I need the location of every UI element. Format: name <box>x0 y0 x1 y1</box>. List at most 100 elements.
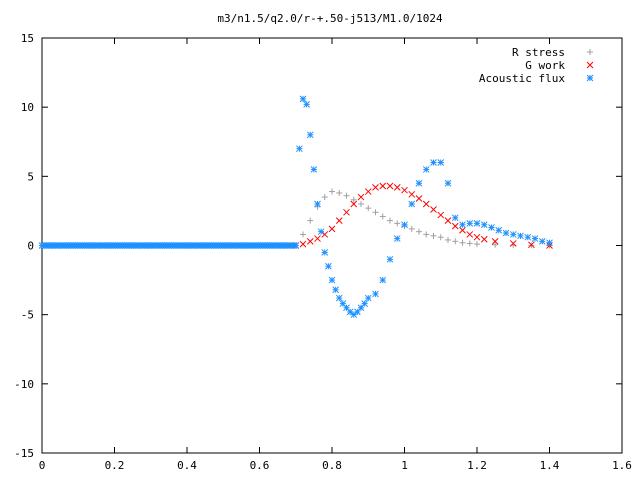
data-point <box>372 290 379 298</box>
data-point <box>365 205 372 212</box>
data-point <box>491 237 499 245</box>
data-point <box>307 217 314 224</box>
y-tick-label: 5 <box>27 170 34 183</box>
data-point <box>422 166 430 173</box>
data-point <box>321 231 329 238</box>
axis-ticks: 0 0.2 0.4 0.6 0.8 1 1.2 1.4 1.6 15 10 5 0 -5 -10 -15 <box>14 32 632 472</box>
data-point <box>422 200 430 208</box>
data-point <box>343 208 350 216</box>
data-point <box>290 242 298 249</box>
data-point <box>336 189 343 196</box>
data-point <box>303 101 310 108</box>
x-tick-label: 0 <box>39 459 46 472</box>
legend-marker <box>586 74 594 82</box>
data-point <box>480 235 488 243</box>
data-point <box>364 188 372 195</box>
chart-title: m3/n1.5/q2.0/r-+.50-j513/M1.0/1024 <box>217 12 443 25</box>
legend-marker <box>587 49 593 55</box>
data-point <box>445 236 451 243</box>
data-point <box>361 300 368 307</box>
data-point <box>474 241 480 248</box>
data-point <box>325 262 332 270</box>
data-point <box>401 221 408 229</box>
y-tick-label: -15 <box>14 447 34 460</box>
data-point <box>452 238 459 245</box>
data-point <box>387 217 393 224</box>
data-point <box>466 240 473 247</box>
data-point <box>415 179 423 187</box>
x-tick-label: 1.2 <box>467 459 487 472</box>
data-point <box>300 231 306 238</box>
data-point <box>437 159 445 166</box>
data-point <box>524 233 532 241</box>
data-point <box>386 255 394 263</box>
data-point <box>329 188 335 195</box>
data-point <box>386 182 394 190</box>
data-point <box>430 206 437 213</box>
data-point <box>466 220 474 227</box>
acoustic-flux-baseline <box>38 242 298 249</box>
data-point <box>314 235 321 242</box>
data-point <box>459 239 466 246</box>
data-point <box>459 221 466 229</box>
data-point <box>299 240 307 248</box>
y-tick-label: -5 <box>21 309 34 322</box>
data-point <box>492 241 499 248</box>
data-point <box>415 195 423 202</box>
x-tick-label: 0.4 <box>177 459 197 472</box>
series-g-work <box>292 182 553 249</box>
data-point <box>350 200 358 208</box>
legend-marker <box>586 61 594 69</box>
series-layer <box>38 95 553 319</box>
data-point <box>444 217 452 224</box>
data-point <box>437 234 444 241</box>
data-point <box>372 184 379 191</box>
data-point <box>531 235 539 242</box>
data-point <box>423 231 430 238</box>
legend-label: R stress <box>512 46 565 59</box>
data-point <box>357 193 365 201</box>
data-point <box>473 220 481 227</box>
data-point <box>546 239 553 247</box>
legend-label: Acoustic flux <box>479 72 565 85</box>
data-point <box>310 166 318 173</box>
data-point <box>314 200 321 208</box>
x-tick-label: 0.8 <box>322 459 342 472</box>
data-point <box>343 192 350 199</box>
data-point <box>296 145 303 153</box>
y-tick-label: 15 <box>21 32 34 45</box>
x-tick-label: 1.4 <box>540 459 560 472</box>
x-tick-label: 0.6 <box>250 459 270 472</box>
data-point <box>430 159 437 166</box>
data-point <box>346 308 354 316</box>
data-point <box>379 276 387 284</box>
data-point <box>502 229 510 237</box>
data-point <box>495 226 503 234</box>
data-point <box>528 241 535 249</box>
data-point <box>509 231 517 238</box>
data-point <box>335 294 343 302</box>
data-point <box>437 211 445 219</box>
y-tick-label: -10 <box>14 378 34 391</box>
data-point <box>321 194 328 201</box>
data-point <box>335 217 343 224</box>
data-point <box>509 240 517 247</box>
data-point <box>328 225 336 233</box>
data-point <box>306 131 314 139</box>
data-point <box>408 190 416 198</box>
data-point <box>328 276 336 284</box>
data-point <box>480 221 488 229</box>
data-point <box>321 249 329 256</box>
data-point <box>451 222 459 230</box>
data-point <box>379 182 387 190</box>
data-point <box>350 196 357 203</box>
y-tick-label: 10 <box>21 101 34 114</box>
data-point <box>379 213 386 220</box>
data-point <box>538 237 546 245</box>
y-tick-label: 0 <box>27 240 34 253</box>
data-point <box>350 311 358 319</box>
x-tick-label: 1 <box>401 459 408 472</box>
x-tick-label: 0.2 <box>105 459 125 472</box>
x-tick-label: 1.6 <box>612 459 632 472</box>
data-point <box>444 179 452 187</box>
